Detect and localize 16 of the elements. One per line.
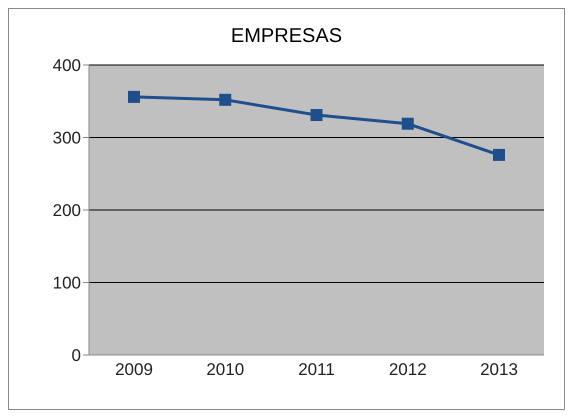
point (219, 94, 232, 106)
y-tick-label: 300 (52, 128, 81, 148)
y-tick-label: 400 (52, 56, 81, 76)
x-tick-label: 2012 (388, 360, 427, 380)
point (310, 109, 322, 122)
point (128, 90, 140, 103)
x-tick-label: 2013 (480, 360, 518, 380)
point (402, 118, 414, 130)
y-tick-label: 100 (52, 274, 81, 293)
y-tick-label: 0 (72, 346, 81, 366)
x-tick-label: 2011 (298, 360, 335, 380)
x-tick-label: 2009 (115, 360, 153, 380)
y-tick-label: 200 (52, 201, 81, 220)
x-tick-label: 2010 (206, 360, 244, 380)
chart-title: EMPRESAS (230, 25, 344, 49)
point (493, 148, 505, 161)
